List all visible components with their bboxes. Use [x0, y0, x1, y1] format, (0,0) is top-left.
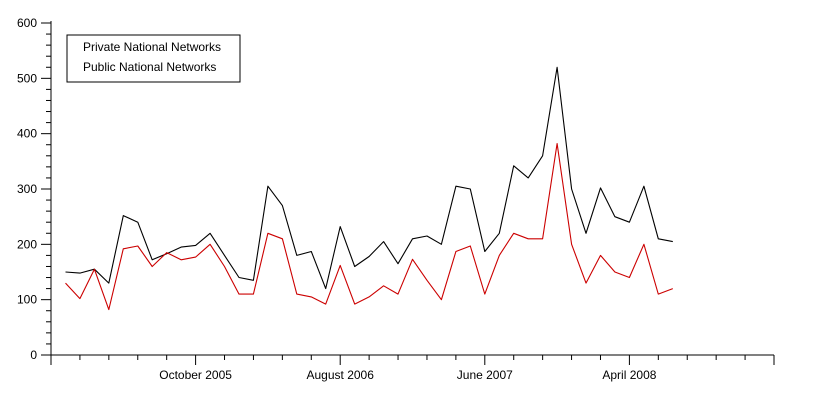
x-tick-label: April 2008 [602, 368, 656, 382]
x-tick-label: October 2005 [159, 368, 232, 382]
series-line-public [65, 143, 673, 311]
y-tick-label: 400 [17, 127, 37, 141]
y-tick-label: 500 [17, 71, 37, 85]
y-tick-label: 600 [17, 16, 37, 30]
y-tick-label: 200 [17, 237, 37, 251]
legend: Private National Networks Public Nationa… [66, 34, 241, 83]
x-tick-label: June 2007 [457, 368, 513, 382]
x-tick-label: August 2006 [307, 368, 375, 382]
y-tick-label: 0 [30, 348, 37, 362]
axes: 0 100 200 300 400 500 600 October 2005 August 20… [17, 16, 775, 382]
y-tick-label: 100 [17, 293, 37, 307]
y-tick-label: 300 [17, 182, 37, 196]
series-layer [65, 66, 673, 311]
legend-entry-private: Private National Networks [83, 40, 221, 54]
legend-box [66, 34, 241, 83]
legend-entry-public: Public National Networks [83, 60, 216, 74]
series-line-private [65, 66, 673, 290]
